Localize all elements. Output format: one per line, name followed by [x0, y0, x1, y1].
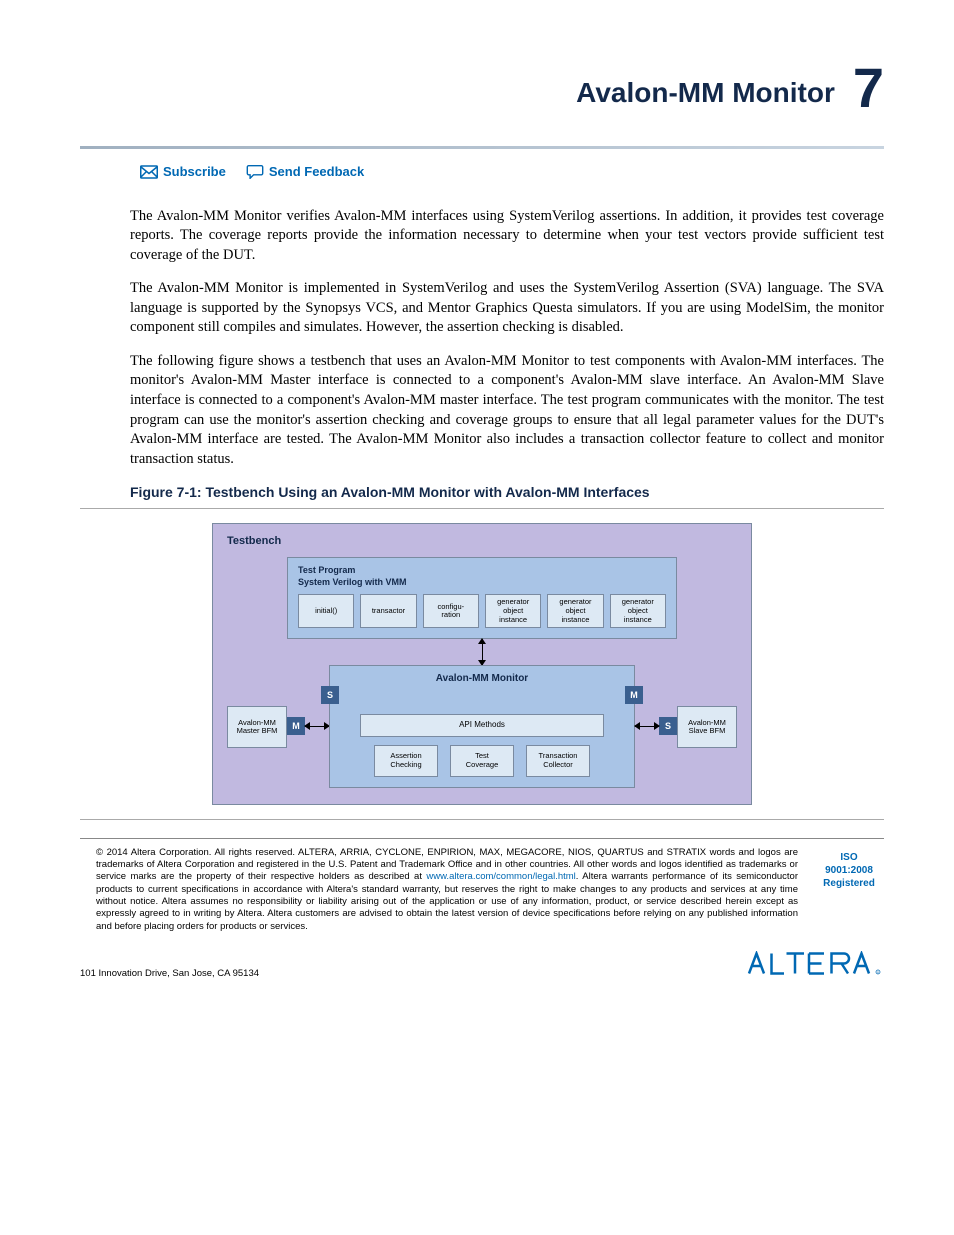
- master-bfm-box: Avalon-MM Master BFM: [227, 706, 287, 748]
- h-connector-left: [305, 726, 329, 727]
- h-connector-right: [635, 726, 659, 727]
- slave-bfm-box: Avalon-MM Slave BFM: [677, 706, 737, 748]
- collector-box: Transaction Collector: [526, 745, 590, 777]
- copyright-symbol: ©: [96, 847, 107, 858]
- figure-rule-top: [80, 508, 884, 509]
- m-badge-left: M: [287, 717, 305, 735]
- tp-label-1: Test Program: [298, 564, 666, 576]
- monitor-box: S M Avalon-MM Monitor API Methods Assert…: [329, 665, 635, 787]
- tp-box-transactor: transactor: [360, 594, 416, 628]
- action-links: Subscribe Send Feedback: [80, 163, 884, 181]
- tp-box-config: configu- ration: [423, 594, 479, 628]
- coverage-box: Test Coverage: [450, 745, 514, 777]
- tp-label-2: System Verilog with VMM: [298, 576, 666, 588]
- paragraph-1: The Avalon-MM Monitor verifies Avalon-MM…: [80, 207, 884, 266]
- monitor-boxes-row: Assertion Checking Test Coverage Transac…: [340, 745, 624, 777]
- subscribe-link[interactable]: Subscribe: [140, 163, 226, 181]
- api-methods-box: API Methods: [360, 714, 604, 737]
- tp-box-gen2: generator object instance: [547, 594, 603, 628]
- address-text: 101 Innovation Drive, San Jose, CA 95134: [80, 968, 259, 981]
- mail-icon: [140, 165, 158, 179]
- tp-box-gen1: generator object instance: [485, 594, 541, 628]
- iso-badge: ISO 9001:2008 Registered: [814, 847, 884, 933]
- monitor-title: Avalon-MM Monitor: [340, 672, 624, 686]
- s-badge-right: S: [659, 717, 677, 735]
- paragraph-2: The Avalon-MM Monitor is implemented in …: [80, 279, 884, 338]
- address-row: 101 Innovation Drive, San Jose, CA 95134…: [80, 951, 884, 981]
- assertion-box: Assertion Checking: [374, 745, 438, 777]
- figure-rule-bottom: [80, 819, 884, 820]
- footer-text: © 2014 Altera Corporation. All rights re…: [80, 847, 798, 933]
- s-badge-monitor-left: S: [321, 686, 339, 704]
- chapter-title: Avalon-MM Monitor: [576, 74, 835, 112]
- page-container: Avalon-MM Monitor 7 Subscribe Send Feedb…: [0, 0, 954, 1011]
- paragraph-3: The following figure shows a testbench t…: [80, 352, 884, 469]
- svg-text:R: R: [877, 972, 879, 975]
- subscribe-label: Subscribe: [163, 163, 226, 181]
- tp-box-gen3: generator object instance: [610, 594, 666, 628]
- footer-rule: [80, 838, 884, 839]
- feedback-icon: [246, 165, 264, 179]
- figure-diagram: Testbench Test Program System Verilog wi…: [80, 523, 884, 804]
- monitor-row: Avalon-MM Master BFM M S M Avalon-MM Mon…: [227, 665, 737, 787]
- chapter-number: 7: [853, 60, 884, 116]
- testbench-label: Testbench: [227, 534, 737, 549]
- legal-link[interactable]: www.altera.com/common/legal.html: [426, 871, 575, 882]
- chapter-header: Avalon-MM Monitor 7: [80, 60, 884, 116]
- m-badge-monitor-right: M: [625, 686, 643, 704]
- vertical-connector: [227, 639, 737, 665]
- iso-text: ISO 9001:2008 Registered: [814, 851, 884, 890]
- figure-title: Figure 7-1: Testbench Using an Avalon-MM…: [80, 483, 884, 502]
- footer: © 2014 Altera Corporation. All rights re…: [80, 847, 884, 933]
- feedback-label: Send Feedback: [269, 163, 364, 181]
- header-divider: [80, 146, 884, 149]
- testbench-box: Testbench Test Program System Verilog wi…: [212, 523, 752, 804]
- tp-box-initial: initial(): [298, 594, 354, 628]
- altera-logo: R: [744, 951, 884, 981]
- tp-boxes-row: initial() transactor configu- ration gen…: [298, 594, 666, 628]
- test-program-box: Test Program System Verilog with VMM ini…: [287, 557, 677, 639]
- feedback-link[interactable]: Send Feedback: [246, 163, 364, 181]
